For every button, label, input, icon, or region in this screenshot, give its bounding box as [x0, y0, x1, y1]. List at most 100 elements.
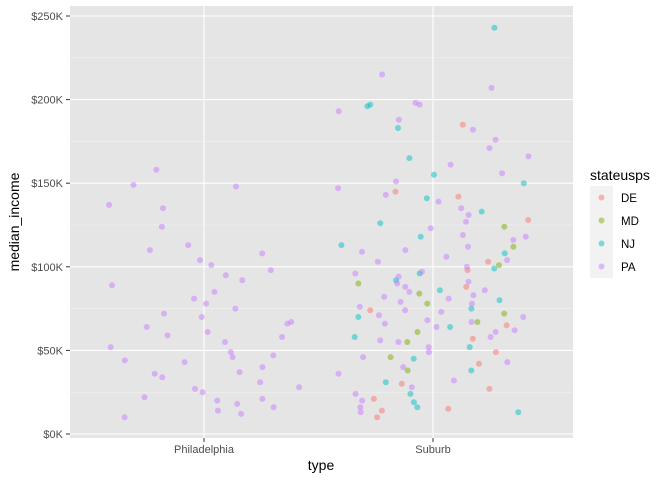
data-point-pa — [359, 248, 365, 255]
data-point-nj — [447, 324, 454, 330]
legend-key-nj — [598, 240, 605, 247]
data-point-pa — [357, 404, 364, 411]
x-tick-label: Philadelphia — [174, 444, 235, 456]
data-point-pa — [181, 359, 188, 366]
data-point-pa — [397, 298, 404, 305]
plot-panel — [70, 6, 573, 438]
data-point-pa — [425, 344, 432, 351]
data-point-de — [476, 360, 482, 367]
data-point-pa — [159, 374, 166, 381]
data-point-pa — [487, 334, 494, 340]
data-point-nj — [417, 233, 424, 240]
data-point-pa — [465, 212, 472, 218]
data-point-pa — [504, 359, 511, 366]
data-point-md — [501, 310, 508, 317]
legend-label-pa: PA — [621, 262, 636, 274]
data-point-nj — [382, 379, 389, 386]
data-point-pa — [419, 268, 425, 275]
data-point-nj — [501, 250, 508, 257]
data-point-pa — [400, 364, 407, 371]
data-point-pa — [259, 250, 266, 257]
y-tick-label: $250K — [31, 11, 63, 23]
data-point-pa — [146, 247, 153, 254]
data-point-pa — [352, 270, 359, 277]
data-point-pa — [520, 314, 527, 320]
data-point-pa — [492, 136, 499, 143]
data-point-pa — [199, 389, 206, 396]
data-point-nj — [395, 125, 401, 131]
data-point-pa — [284, 320, 291, 327]
data-point-md — [424, 300, 431, 307]
data-point-pa — [356, 303, 363, 310]
data-point-pa — [522, 233, 529, 240]
data-point-pa — [191, 295, 198, 302]
data-point-nj — [468, 305, 475, 312]
data-point-pa — [468, 300, 475, 307]
data-point-pa — [458, 205, 465, 212]
data-point-pa — [465, 278, 472, 285]
data-point-pa — [185, 242, 192, 249]
data-point-pa — [443, 253, 450, 260]
data-point-pa — [141, 394, 148, 401]
data-point-pa — [425, 349, 432, 356]
data-point-pa — [214, 397, 221, 404]
x-axis-title: type — [308, 457, 335, 473]
data-points — [106, 24, 532, 421]
data-point-de — [469, 335, 476, 342]
data-point-pa — [279, 334, 285, 340]
data-point-pa — [465, 243, 471, 250]
data-point-pa — [525, 153, 532, 160]
data-point-pa — [438, 308, 445, 315]
legend-label-nj: NJ — [621, 239, 635, 251]
data-point-de — [392, 188, 399, 195]
data-point-md — [510, 243, 517, 250]
data-point-pa — [394, 280, 401, 287]
data-point-pa — [416, 101, 423, 108]
data-point-pa — [492, 329, 499, 335]
data-point-pa — [130, 181, 137, 188]
x-tick-label: Suburb — [415, 444, 450, 456]
data-point-md — [404, 339, 411, 345]
data-point-pa — [510, 237, 517, 243]
data-point-pa — [360, 354, 367, 361]
grid-lines — [70, 6, 573, 438]
data-point-de — [378, 407, 385, 414]
data-point-pa — [382, 191, 389, 198]
y-tick-label: $50K — [37, 345, 63, 357]
data-point-md — [416, 290, 423, 297]
data-point-de — [492, 349, 499, 356]
data-point-pa — [435, 198, 442, 205]
data-point-pa — [463, 263, 470, 270]
data-point-pa — [402, 307, 409, 314]
y-tick-label: $0K — [43, 429, 63, 441]
data-point-nj — [478, 208, 485, 215]
data-point-pa — [121, 414, 128, 421]
data-point-pa — [161, 310, 167, 317]
data-point-de — [374, 414, 381, 421]
data-point-pa — [143, 324, 150, 330]
data-point-pa — [433, 324, 440, 330]
y-axis-title: median_income — [6, 172, 22, 271]
data-point-pa — [357, 409, 364, 416]
data-point-nj — [436, 287, 443, 294]
data-point-pa — [267, 267, 274, 274]
legend-key-md — [598, 217, 605, 224]
data-point-pa — [395, 339, 402, 345]
data-point-nj — [364, 103, 371, 110]
data-point-pa — [259, 395, 266, 402]
legend-key-pa — [598, 263, 605, 270]
data-point-nj — [351, 334, 358, 340]
data-point-pa — [153, 166, 160, 173]
x-axis-ticks: Philadelphia Suburb — [174, 438, 451, 456]
data-point-pa — [238, 410, 245, 417]
data-point-nj — [430, 171, 437, 178]
data-point-pa — [447, 161, 454, 168]
data-point-pa — [470, 292, 477, 299]
data-point-pa — [158, 223, 165, 230]
data-point-nj — [406, 155, 413, 162]
data-point-pa — [296, 384, 303, 391]
y-axis-ticks: $0K $50K $100K $150K $200K $250K — [31, 11, 70, 441]
legend-key-de — [598, 194, 605, 201]
data-point-pa — [257, 379, 264, 386]
